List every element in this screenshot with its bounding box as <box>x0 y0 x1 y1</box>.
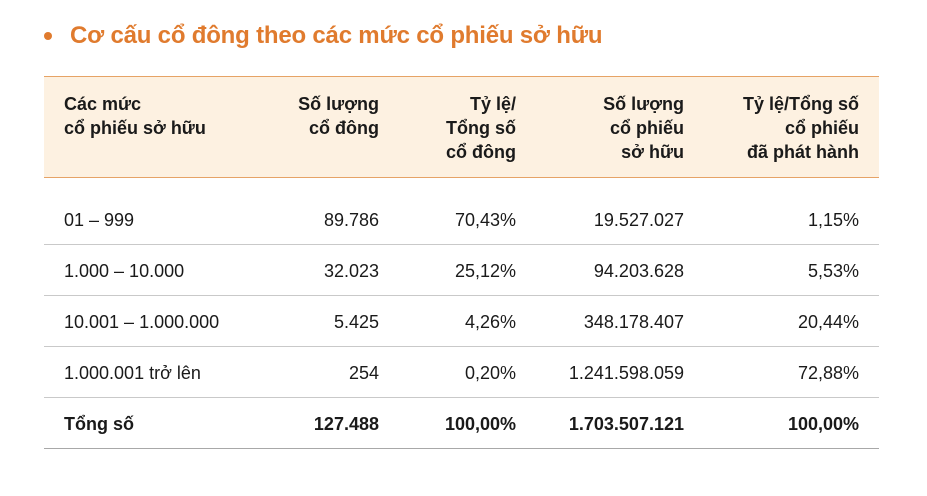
cell-level: 01 – 999 <box>64 210 135 230</box>
table-total-row: Tổng số 127.488 100,00% 1.703.507.121 10… <box>44 398 879 449</box>
cell-share-ratio: 5,53% <box>807 261 859 281</box>
cell-holders: 32.023 <box>323 261 379 281</box>
cell-holder-ratio: 25,12% <box>454 261 516 281</box>
cell-shares: 348.178.407 <box>583 312 684 332</box>
cell-shares: 1.703.507.121 <box>568 414 684 434</box>
table-row: 1.000.001 trở lên 254 0,20% 1.241.598.05… <box>44 347 879 398</box>
bullet-icon <box>44 32 52 40</box>
section-title: Cơ cấu cổ đông theo các mức cổ phiếu sở … <box>70 22 603 49</box>
header-shares-owned: Số lượng cổ phiếu sở hữu <box>603 94 684 162</box>
cell-holders: 5.425 <box>333 312 379 332</box>
table-row: 10.001 – 1.000.000 5.425 4,26% 348.178.4… <box>44 296 879 347</box>
cell-level: 1.000 – 10.000 <box>64 261 185 281</box>
table-row: 01 – 999 89.786 70,43% 19.527.027 1,15% <box>44 194 879 245</box>
shareholder-structure-table: Các mức cổ phiếu sở hữu Số lượng cổ đông… <box>44 76 879 449</box>
cell-holders: 89.786 <box>323 210 379 230</box>
table-header: Các mức cổ phiếu sở hữu Số lượng cổ đông… <box>44 76 879 178</box>
header-shareholder-count: Số lượng cổ đông <box>298 94 379 138</box>
header-issued-share-ratio: Tỷ lệ/Tổng số cổ phiếu đã phát hành <box>742 94 859 162</box>
cell-holder-ratio: 100,00% <box>444 414 516 434</box>
cell-level: 10.001 – 1.000.000 <box>64 312 220 332</box>
section-heading: Cơ cấu cổ đông theo các mức cổ phiếu sở … <box>44 22 603 50</box>
cell-shares: 1.241.598.059 <box>568 363 684 383</box>
cell-share-ratio: 20,44% <box>797 312 859 332</box>
header-shareholding-level: Các mức cổ phiếu sở hữu <box>64 94 206 138</box>
cell-holders: 254 <box>348 363 379 383</box>
cell-holder-ratio: 0,20% <box>464 363 516 383</box>
cell-share-ratio: 1,15% <box>807 210 859 230</box>
cell-level: Tổng số <box>64 414 134 434</box>
cell-holders: 127.488 <box>313 414 379 434</box>
cell-holder-ratio: 4,26% <box>464 312 516 332</box>
table-row: 1.000 – 10.000 32.023 25,12% 94.203.628 … <box>44 245 879 296</box>
header-shareholder-ratio: Tỷ lệ/ Tổng số cổ đông <box>446 94 516 162</box>
cell-level: 1.000.001 trở lên <box>64 363 201 383</box>
cell-holder-ratio: 70,43% <box>454 210 516 230</box>
cell-share-ratio: 100,00% <box>787 414 859 434</box>
cell-share-ratio: 72,88% <box>797 363 859 383</box>
cell-shares: 19.527.027 <box>593 210 684 230</box>
cell-shares: 94.203.628 <box>593 261 684 281</box>
